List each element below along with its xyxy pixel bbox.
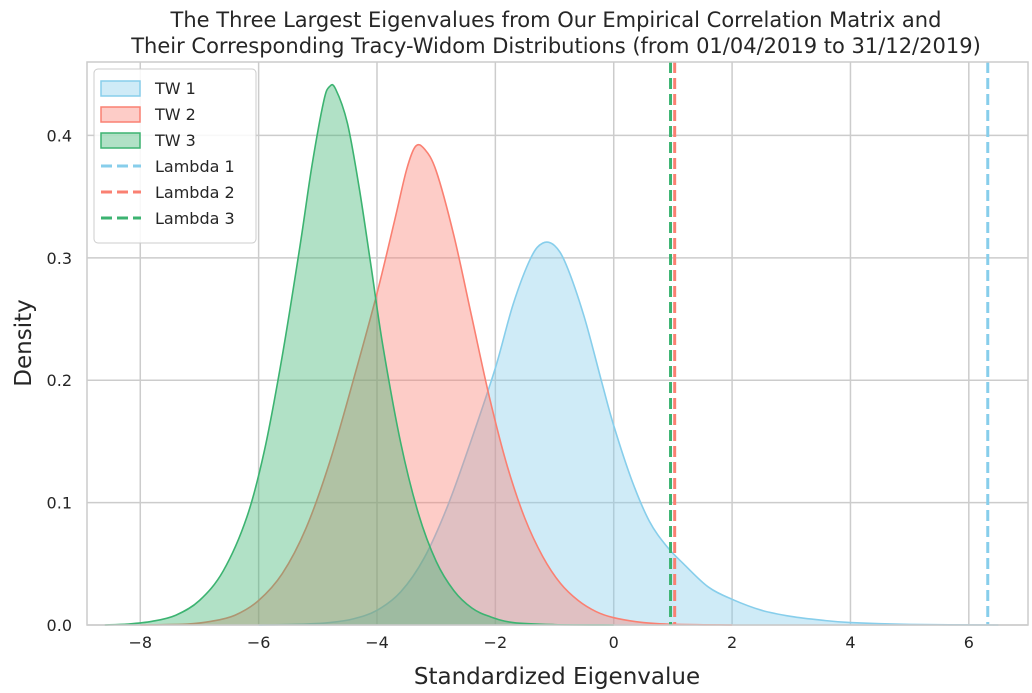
legend-label-tw-1: TW 1	[154, 79, 196, 98]
x-tick-label: 4	[845, 633, 855, 652]
tw-3-area	[104, 84, 614, 626]
y-tick-label: 0.3	[47, 249, 72, 268]
chart-title-line-2: Their Corresponding Tracy-Widom Distribu…	[130, 34, 981, 58]
y-tick-label: 0.2	[47, 371, 72, 390]
tw-1-curve	[258, 241, 999, 626]
tw-3-curve	[104, 83, 614, 626]
x-tick-label: −6	[247, 633, 271, 652]
x-tick-label: −8	[128, 633, 152, 652]
plot-frame	[86, 61, 1029, 626]
tw-1-area	[258, 242, 999, 625]
x-tick-label: 6	[964, 633, 974, 652]
x-axis-label: Standardized Eigenvalue	[414, 664, 700, 690]
legend-label-tw-2: TW 2	[154, 105, 196, 124]
legend-swatch-tw-2	[100, 106, 141, 123]
x-tick-label: 0	[609, 633, 619, 652]
tw-2-area	[140, 144, 733, 625]
legend-label-lambda-1: Lambda 1	[155, 157, 235, 176]
chart-title-line-1: The Three Largest Eigenvalues from Our E…	[170, 8, 942, 32]
legend-swatch-tw-3	[100, 132, 141, 149]
legend-label-tw-3: TW 3	[154, 131, 196, 150]
series-layer	[104, 83, 999, 626]
y-tick-label: 0.1	[47, 494, 72, 513]
legend-label-lambda-2: Lambda 2	[155, 183, 235, 202]
x-tick-label: −2	[484, 633, 508, 652]
y-tick-label: 0.4	[47, 126, 72, 145]
legend: TW 1 TW 2 TW 3 Lambda 1 Lambda 2 Lambda 3	[93, 68, 257, 244]
legend-box	[93, 68, 257, 244]
x-tick-label: −4	[365, 633, 389, 652]
legend-label-lambda-3: Lambda 3	[155, 209, 235, 228]
legend-swatch-tw-1	[100, 80, 141, 97]
tick-labels: −8 −6 −4 −2 0 2 4 6 0.0 0.1 0.2 0.3 0.4	[47, 126, 974, 652]
tw-2-curve	[140, 143, 733, 626]
vline-layer	[669, 62, 990, 625]
x-tick-label: 2	[727, 633, 737, 652]
y-tick-label: 0.0	[47, 616, 72, 635]
y-axis-label: Density	[11, 299, 37, 386]
